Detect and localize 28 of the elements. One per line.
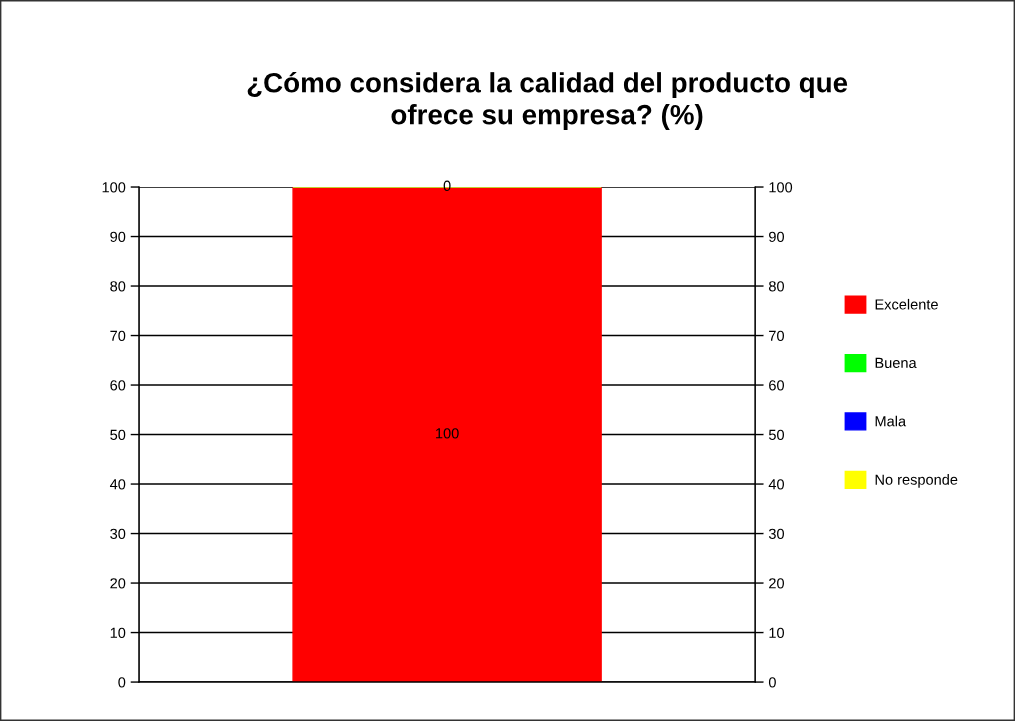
y2-tick-label: 10 (769, 627, 785, 638)
y2-tick-label: 0 (768, 677, 776, 688)
chart-title: ¿Cómo considera la calidad del producto que ofrece su empresa? (%) (247, 71, 848, 130)
y2-tick-label: 70 (769, 330, 785, 341)
y2-tick-label: 30 (768, 528, 785, 539)
y-tick-label: 80 (110, 281, 126, 292)
y2-tick-label: 60 (769, 380, 785, 391)
legend-label: No responde (875, 474, 958, 488)
legend-label: Mala (875, 415, 907, 427)
y-tick-label: 70 (110, 330, 126, 341)
y-tick-label: 50 (110, 429, 126, 440)
legend-label: Excelente (875, 298, 938, 310)
y-tick-label: 60 (110, 380, 126, 391)
data-label: 100 (436, 428, 459, 439)
y-tick-label: 20 (110, 578, 126, 589)
y2-tick-label: 80 (768, 281, 785, 292)
y2-tick-label: 100 (769, 182, 793, 193)
y-tick-label: 40 (109, 479, 126, 490)
legend-label: Buena (875, 357, 917, 369)
y2-tick-label: 50 (768, 429, 785, 440)
y-tick-label: 10 (110, 627, 126, 638)
y-tick-label: 30 (110, 528, 126, 539)
y2-tick-label: 90 (769, 231, 785, 242)
y2-tick-label: 40 (768, 479, 785, 490)
y-tick-label: 0 (118, 677, 126, 688)
y-tick-label: 90 (110, 231, 126, 242)
y2-tick-label: 20 (769, 578, 785, 589)
y-tick-label: 100 (102, 182, 126, 193)
